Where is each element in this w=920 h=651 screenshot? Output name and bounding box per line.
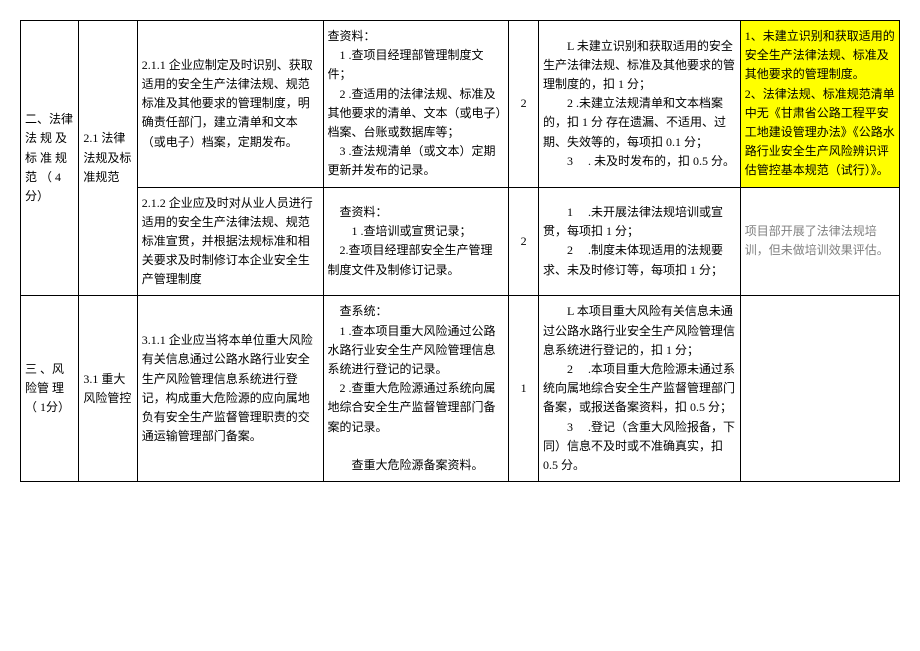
category-1: 三 、风险管 理 （ 1分） [21, 296, 79, 482]
assessment-table: 二、法律 法 规 及标 准 规范 （ 4分） 2.1 法律法规及标准规范 2.1… [20, 20, 900, 482]
score-cell: 2 [509, 187, 539, 296]
category-2: 3.1 重大风险管控 [79, 296, 137, 482]
deduction-cell: L 本项目重大风险有关信息未通过公路水路行业安全生产风险管理信息系统进行登记的，… [539, 296, 741, 482]
check-method-cell: 查资料： 1 .查项目经理部管理制度文件； 2 .查适用的法律法规、标准及其他要… [323, 21, 509, 188]
note-cell: 项目部开展了法律法规培训，但未做培训效果评估。 [740, 187, 899, 296]
requirement-cell: 2.1.1 企业应制定及时识别、获取适用的安全生产法律法规、规范标准及其他要求的… [137, 21, 323, 188]
note-cell: 1、未建立识别和获取适用的安全生产法律法规、标准及其他要求的管理制度。 2、法律… [740, 21, 899, 188]
requirement-cell: 3.1.1 企业应当将本单位重大风险有关信息通过公路水路行业安全生产风险管理信息… [137, 296, 323, 482]
score-cell: 2 [509, 21, 539, 188]
check-method-cell: 查资料： 1 .查培训或宣贯记录； 2.查项目经理部安全生产管理制度文件及制修订… [323, 187, 509, 296]
requirement-cell: 2.1.2 企业应及时对从业人员进行适用的安全生产法律法规、规范标准宣贯，并根据… [137, 187, 323, 296]
score-cell: 1 [509, 296, 539, 482]
category-2: 2.1 法律法规及标准规范 [79, 21, 137, 296]
note-cell [740, 296, 899, 482]
category-1: 二、法律 法 规 及标 准 规范 （ 4分） [21, 21, 79, 296]
deduction-cell: L 未建立识别和获取适用的安全生产法律法规、标准及其他要求的管理制度的，扣 1 … [539, 21, 741, 188]
check-method-cell: 查系统： 1 .查本项目重大风险通过公路水路行业安全生产风险管理信息系统进行登记… [323, 296, 509, 482]
deduction-cell: 1 .未开展法律法规培训或宣贯，每项扣 1 分； 2 .制度未体现适用的法规要求… [539, 187, 741, 296]
